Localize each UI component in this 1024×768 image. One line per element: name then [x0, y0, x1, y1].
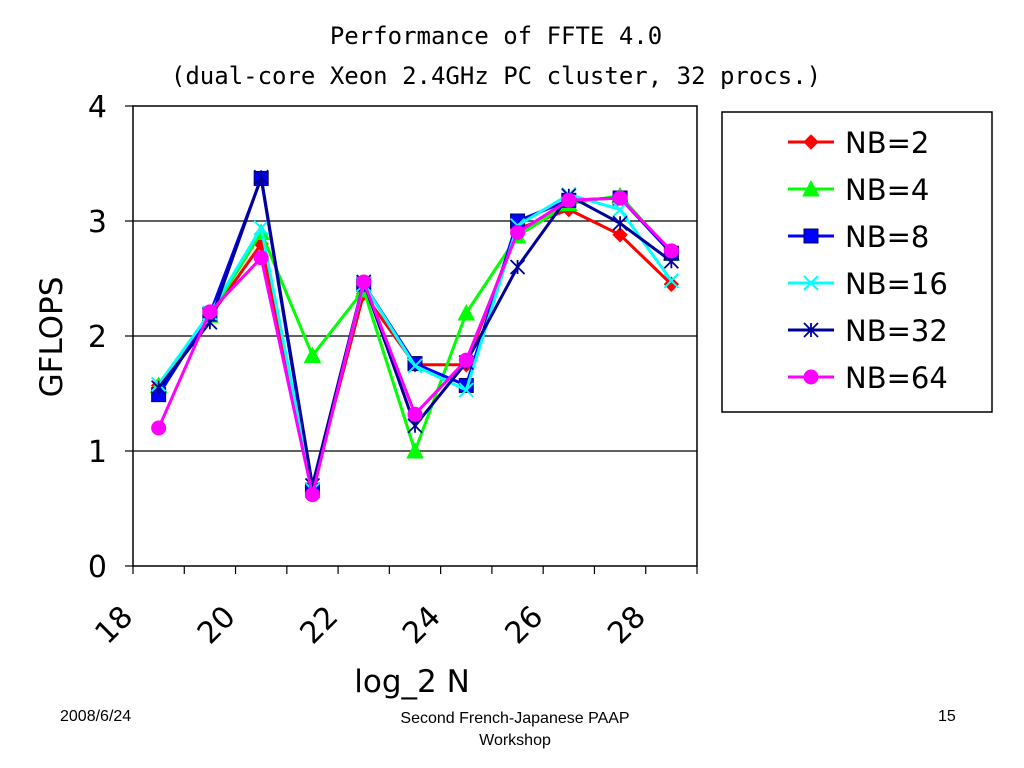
data-point-3-2 — [253, 220, 269, 236]
data-point-5-3 — [304, 487, 320, 503]
data-point-3-5 — [407, 358, 423, 374]
x-tick-label-0: 18 — [88, 599, 140, 651]
legend-item-4: NB=32 — [788, 314, 948, 348]
data-point-4-7 — [509, 259, 526, 275]
legend-item-0: NB=2 — [788, 126, 929, 160]
data-point-5-5 — [407, 406, 423, 422]
legend-label-5: NB=64 — [845, 361, 948, 395]
legend-label-2: NB=8 — [845, 220, 929, 254]
data-point-1-6 — [457, 303, 476, 321]
x-tick-label-4: 26 — [499, 599, 551, 651]
footer-event: Second French-Japanese PAAP Workshop — [360, 708, 670, 752]
footer-event-line2: Workshop — [479, 732, 551, 749]
y-tick-label-2: 2 — [88, 320, 107, 355]
y-axis: 0 1 2 3 4 — [88, 90, 133, 585]
legend-marker-1 — [802, 179, 820, 197]
data-point-5-7 — [510, 225, 526, 240]
legend-item-5: NB=64 — [788, 361, 948, 395]
page-number: 15 — [938, 708, 956, 725]
x-tick-label-5: 28 — [601, 599, 653, 651]
series-layer — [149, 169, 681, 503]
data-point-5-2 — [253, 250, 269, 266]
y-tick-label-0: 0 — [88, 550, 107, 585]
data-point-3-10 — [663, 273, 680, 289]
legend: NB=2 NB=4 NB=8 NB=16 NB=32 NB=64 — [788, 126, 948, 395]
x-tick-label-2: 22 — [293, 599, 345, 651]
legend-marker-4 — [803, 322, 819, 338]
data-point-1-3 — [303, 346, 322, 364]
data-point-4-0 — [150, 380, 167, 396]
x-tick-label-1: 20 — [191, 599, 243, 651]
series-NB=64 — [151, 190, 679, 503]
legend-marker-5 — [803, 369, 819, 385]
legend-item-2: NB=8 — [788, 220, 929, 254]
data-point-1-5 — [406, 441, 424, 459]
y-axis-label: GFLOPS — [34, 277, 70, 398]
legend-marker-3 — [803, 275, 819, 291]
data-point-5-1 — [202, 304, 218, 320]
data-point-4-2 — [253, 169, 269, 185]
legend-box — [721, 111, 993, 413]
y-tick-label-1: 1 — [88, 435, 107, 470]
legend-label-4: NB=32 — [845, 314, 948, 348]
data-point-0-10 — [663, 276, 680, 292]
legend-marker-0 — [803, 134, 819, 150]
data-point-5-9 — [612, 190, 628, 206]
data-point-3-6 — [458, 382, 474, 398]
x-tick-label-3: 24 — [396, 599, 448, 651]
data-point-4-9 — [612, 215, 628, 231]
legend-item-1: NB=4 — [788, 173, 929, 207]
data-point-5-10 — [663, 243, 679, 259]
data-point-5-8 — [561, 192, 577, 208]
footer-event-line1: Second French-Japanese PAAP — [400, 710, 630, 727]
data-point-0-9 — [612, 227, 628, 243]
x-axis: 18 20 22 24 26 28 — [88, 566, 698, 651]
y-tick-label-4: 4 — [88, 90, 107, 125]
x-axis-label: log_2 N — [354, 664, 470, 700]
legend-label-0: NB=2 — [845, 126, 929, 160]
chart-title: Performance of FFTE 4.0 — [330, 22, 662, 50]
chart-subtitle: (dual-core Xeon 2.4GHz PC cluster, 32 pr… — [171, 62, 821, 90]
data-point-5-0 — [151, 420, 167, 436]
data-point-5-6 — [458, 352, 474, 368]
legend-label-1: NB=4 — [845, 173, 929, 207]
data-point-5-4 — [356, 274, 372, 290]
legend-label-3: NB=16 — [845, 267, 948, 301]
legend-marker-2 — [803, 228, 819, 244]
legend-item-3: NB=16 — [788, 267, 948, 301]
y-tick-label-3: 3 — [88, 205, 107, 240]
footer-date: 2008/6/24 — [60, 708, 132, 725]
